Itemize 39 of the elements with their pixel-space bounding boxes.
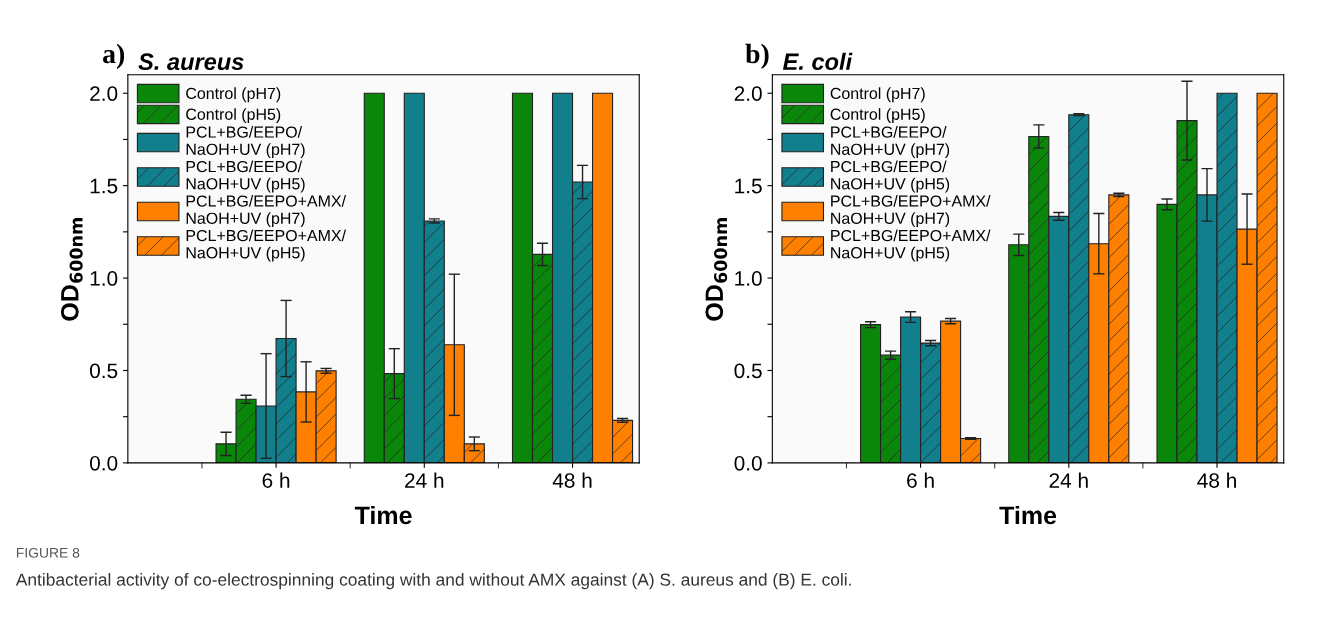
x-tick-label: 24 h — [1049, 472, 1088, 488]
bar — [511, 92, 534, 463]
y-tick-label: 0.5 — [734, 363, 762, 379]
caption: FIGURE 8 — [16, 547, 80, 558]
legend-label: Control (pH5) — [830, 108, 925, 124]
y-tick-label: 2.0 — [734, 86, 762, 101]
legend-label: PCL+BG/EEPO+AMX/ NaOH+UV (pH7) — [831, 195, 991, 228]
chart-title: E. coli — [782, 52, 853, 71]
x-tick-label: 24 h — [405, 472, 444, 488]
legend-label: PCL+BG/EEPO/ NaOH+UV (pH7) — [831, 126, 950, 159]
x-axis-title: Time — [999, 505, 1057, 525]
y-tick-label: 2.0 — [90, 86, 118, 101]
legend-label: PCL+BG/EEPO/ NaOH+UV (pH5) — [186, 160, 305, 193]
y-axis-title: OD$_{600nm}$ — [60, 218, 83, 321]
y-tick-label: 0.5 — [89, 363, 118, 379]
y-tick-label: 1.0 — [735, 271, 762, 286]
x-tick-label: 6 h — [262, 472, 290, 488]
text: b) — [745, 43, 769, 69]
text: a) — [103, 43, 125, 69]
legend-label: PCL+BG/EEPO/ NaOH+UV (pH5) — [831, 160, 950, 193]
x-axis-title: Time — [354, 505, 412, 525]
y-tick-label: 0.0 — [734, 455, 762, 471]
legend-label: PCL+BG/EEPO+AMX/ NaOH+UV (pH5) — [831, 229, 991, 262]
text: Antibacterial activity of co-electrospinning coating with and without AMX against (A) S. aureus and (B) E. coli. — [15, 573, 851, 590]
y-tick-label: 0.0 — [89, 455, 118, 471]
legend-label: Control (pH7) — [186, 87, 281, 103]
legend-label: Control (pH5) — [186, 108, 281, 124]
y-tick-label: 1.5 — [735, 178, 762, 194]
y-tick-label: 1.0 — [90, 271, 118, 286]
legend-label: PCL+BG/EEPO/ NaOH+UV (pH7) — [186, 126, 305, 159]
legend-label: PCL+BG/EEPO+AMX/ NaOH+UV (pH7) — [186, 195, 347, 228]
x-tick-label: 6 h — [907, 472, 934, 488]
y-tick-label: 1.5 — [90, 178, 118, 194]
y-axis-title: OD$_{600nm}$ — [705, 218, 728, 321]
chart-title: S. aureus — [138, 53, 244, 71]
x-tick-label: 48 h — [552, 472, 592, 488]
legend-label: PCL+BG/EEPO+AMX/ NaOH+UV (pH5) — [186, 229, 347, 262]
x-tick-label: 48 h — [1197, 472, 1236, 488]
legend-label: Control (pH7) — [830, 87, 925, 103]
